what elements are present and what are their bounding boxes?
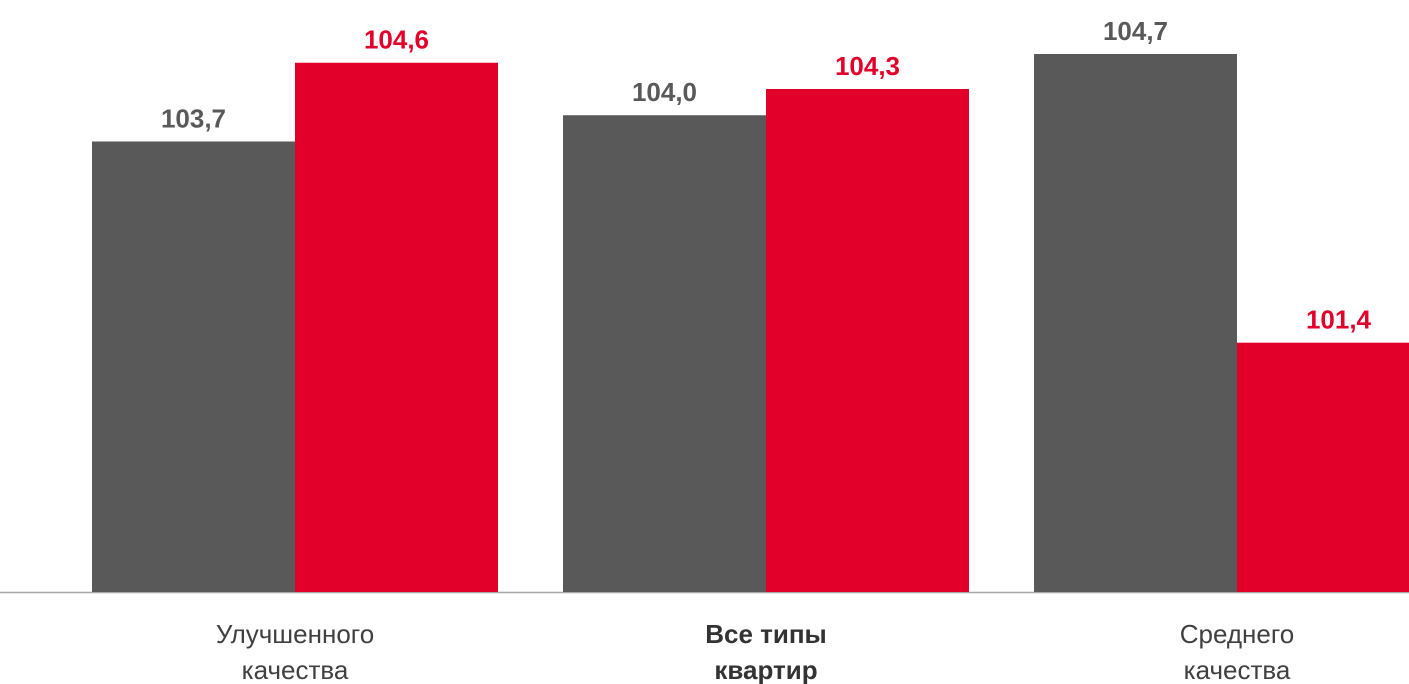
category-labels-group: Улучшенного качества Все типы квартир Средне… bbox=[216, 619, 1294, 684]
category-label-2-line-2: квартир bbox=[714, 655, 817, 684]
category-label-2: Все типы квартир bbox=[705, 619, 827, 684]
bar-series1-cat1 bbox=[92, 141, 295, 592]
category-label-1: Улучшенного качества bbox=[216, 619, 374, 684]
category-label-3-line-1: Среднего bbox=[1180, 619, 1295, 649]
bar-series2-cat1 bbox=[295, 62, 498, 592]
bar-series2-cat2 bbox=[766, 88, 969, 592]
value-label-series2-cat3: 101,4 bbox=[1306, 305, 1372, 335]
category-label-2-line-1: Все типы bbox=[705, 619, 827, 649]
category-label-1-line-1: Улучшенного bbox=[216, 619, 374, 649]
value-label-series2-cat2: 104,3 bbox=[835, 51, 900, 81]
bars-group bbox=[92, 54, 1409, 592]
bar-series1-cat2 bbox=[563, 115, 766, 592]
category-label-3: Среднего качества bbox=[1180, 619, 1295, 684]
value-label-series1-cat2: 104,0 bbox=[632, 77, 697, 107]
category-label-1-line-2: качества bbox=[242, 655, 349, 684]
value-labels-group: 103,7 104,6 104,0 104,3 104,7 101,4 bbox=[161, 16, 1372, 335]
bar-series1-cat3 bbox=[1034, 54, 1237, 592]
bar-series2-cat3 bbox=[1237, 342, 1409, 592]
value-label-series2-cat1: 104,6 bbox=[364, 25, 429, 55]
value-label-series1-cat1: 103,7 bbox=[161, 103, 226, 133]
category-label-3-line-2: качества bbox=[1184, 655, 1291, 684]
value-label-series1-cat3: 104,7 bbox=[1103, 16, 1168, 46]
